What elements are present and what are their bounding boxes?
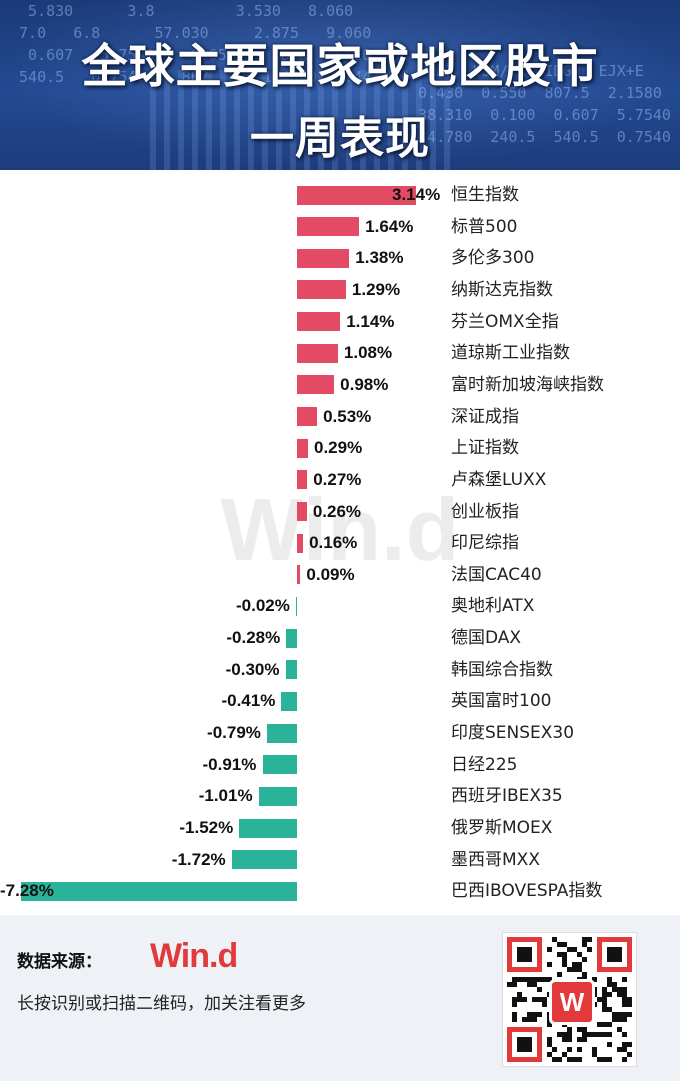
qr-logo-icon: W [549,979,595,1025]
category-label: 奥地利ATX [451,596,535,617]
bar-value-label: 1.38% [355,248,404,268]
bar-6 [297,343,338,363]
bars-container: 3.14% 恒生指数 1.64% 标普500 1.38% 多伦多300 1.29% 纳斯达克指… [0,170,680,915]
bar-value-label: -0.30% [225,659,280,679]
footer-note: 长按识别或扫描二维码，加关注看更多 [17,994,306,1014]
bar-value-label: -1.72% [171,849,226,869]
bar-value-label: 0.98% [340,374,389,394]
header-banner: 5.830 3.8 3.530 8.060 7.0 6.8 57.030 2.8… [0,0,680,170]
page-title-line2: 一周表现 [250,113,430,164]
watermark-logo: Win.d [220,480,460,579]
bar-value-label: 1.29% [351,279,401,299]
category-label: 道琼斯工业指数 [451,343,570,364]
category-label: 标普500 [451,216,518,237]
bar-3 [297,248,350,268]
category-label: 多伦多300 [451,248,535,269]
bar-21 [239,818,297,838]
bar-5 [297,312,341,332]
category-label: 恒生指数 [451,185,519,205]
category-label: 德国DAX [451,628,522,649]
category-label: 英国富时100 [451,691,552,712]
source-label: 数据来源： [17,952,102,972]
bar-20 [258,786,297,806]
bar-11 [297,502,307,521]
category-label: 韩国综合指数 [451,659,553,680]
category-label: 纳斯达克指数 [451,279,553,300]
bar-value-label: 0.53% [323,406,372,426]
footer: 数据来源： Win.d 长按识别或扫描二维码，加关注看更多 W [0,915,680,1081]
bar-value-label: 0.26% [312,501,362,521]
qr-code[interactable]: W [502,932,637,1067]
bar-value-label: -0.28% [226,628,281,648]
bar-value-label: 0.16% [309,533,358,553]
category-label: 富时新加坡海峡指数 [451,374,604,395]
bar-value-label: 3.14% [392,185,441,204]
category-label: 日经225 [451,754,518,775]
category-label: 上证指数 [451,438,519,459]
bar-value-label: -0.79% [207,723,261,743]
bar-22 [231,850,297,870]
bar-value-label: 1.08% [343,343,393,363]
bar-value-label: 0.09% [306,564,355,584]
bar-14 [296,596,297,616]
brand-logo: Win.d [150,937,238,975]
category-label: 卢森堡LUXX [451,469,547,490]
bar-12 [297,533,304,553]
category-label: 印度SENSEX30 [451,723,575,744]
bar-7 [297,375,335,395]
category-label: 印尼综指 [451,533,519,554]
category-label: 巴西IBOVESPA指数 [451,881,603,902]
bar-17 [281,691,297,711]
category-label: 俄罗斯MOEX [451,818,553,838]
bar-value-label: -1.52% [179,818,234,837]
bar-value-label: 1.64% [365,216,414,236]
bar-value-label: -7.28% [0,881,54,901]
bar-9 [297,438,308,458]
category-label: 芬兰OMX全指 [451,311,559,332]
category-label: 创业板指 [451,501,519,522]
bar-4 [297,280,346,300]
bar-value-label: 1.14% [346,311,395,331]
page-title-line1: 全球主要国家或地区股市 [81,39,599,93]
bar-8 [297,407,318,427]
bar-value-label: -0.02% [236,596,290,616]
bar-18 [267,723,297,743]
bar-value-label: 0.29% [313,438,363,458]
bar-15 [286,628,297,648]
bar-19 [262,755,297,775]
category-label: 深证成指 [451,406,519,427]
bar-value-label: -0.91% [202,754,257,774]
category-label: 西班牙IBEX35 [451,786,563,807]
category-label: 墨西哥MXX [451,849,540,870]
bar-value-label: 0.27% [313,469,362,489]
bar-16 [285,660,297,680]
bar-value-label: -1.01% [198,786,253,806]
bar-chart: Win.d 3.14% 恒生指数 1.64% 标普500 1.38% 多伦多300 1.29… [0,170,680,915]
category-label: 法国CAC40 [451,564,542,585]
bar-10 [297,470,308,490]
bar-13 [297,565,301,585]
bar-1 [297,185,416,205]
bar-value-label: -0.41% [221,691,276,711]
bar-2 [297,217,360,237]
bar-23 [21,881,297,901]
